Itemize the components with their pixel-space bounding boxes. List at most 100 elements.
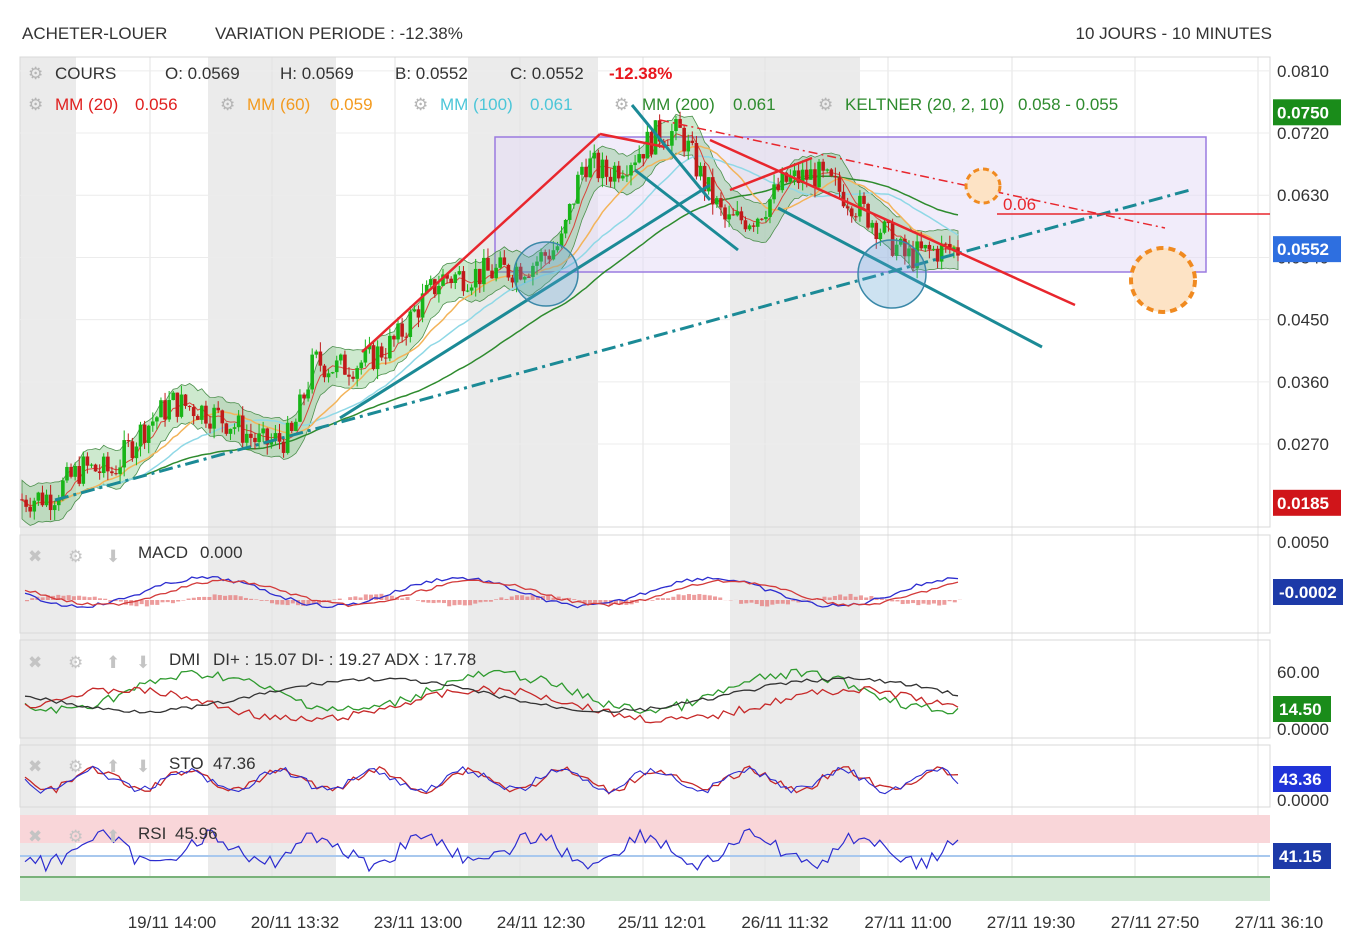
circle-marker-2[interactable] <box>857 239 927 309</box>
candle-body <box>93 464 98 472</box>
legend-cours: COURS <box>55 64 116 83</box>
macd-histogram-bar <box>181 600 186 601</box>
gear-icon[interactable]: ⚙ <box>28 64 43 83</box>
red-trend-2[interactable] <box>599 132 666 149</box>
macd-histogram-bar <box>301 600 306 606</box>
candle-body <box>845 206 850 209</box>
macd-histogram-bar <box>389 595 394 600</box>
rsi-badge-text: 41.15 <box>1279 847 1322 866</box>
gear-icon[interactable]: ⚙ <box>614 95 629 114</box>
candle-body <box>453 274 458 283</box>
macd-histogram-bar <box>160 600 165 603</box>
teal-trend-4[interactable] <box>630 104 712 201</box>
sto-k-line <box>24 765 959 795</box>
macd-histogram-bar <box>144 600 149 607</box>
candle-body <box>253 437 257 443</box>
gear-icon[interactable]: ⚙ <box>220 95 235 114</box>
sto-panel[interactable] <box>19 744 1271 808</box>
gear-icon[interactable]: ⚙ <box>68 653 83 672</box>
macd-histogram-bar <box>191 597 196 600</box>
axis-badges: 0.0750 0.0552 0.0185 -0.0002 14.50 43.36 4… <box>1273 99 1343 869</box>
candle-body <box>106 456 110 472</box>
candle-body <box>874 222 879 240</box>
candle-body <box>551 250 556 260</box>
period-variation: VARIATION PERIODE : -12.38% <box>215 24 463 43</box>
candle-body <box>347 374 351 377</box>
candle-body <box>281 441 286 453</box>
macd-histogram-bar <box>30 598 35 600</box>
candle-body <box>208 423 212 429</box>
macd-histogram-bar <box>504 598 509 600</box>
macd-panel[interactable] <box>19 534 1271 634</box>
teal-trend-1[interactable] <box>339 183 711 420</box>
candle-body <box>486 257 490 271</box>
macd-histogram-bar <box>666 598 671 600</box>
time-range[interactable]: 10 JOURS - 10 MINUTES <box>1075 24 1273 43</box>
candle-body <box>482 257 486 285</box>
candle-body <box>837 177 842 192</box>
drawings[interactable]: 0.06 <box>54 104 1270 502</box>
arrow-up-icon[interactable]: ⬆ <box>106 653 120 672</box>
dmi-value: DI+ : 15.07 DI- : 19.27 ADX : 17.78 <box>213 650 476 669</box>
candle-body <box>625 175 629 177</box>
gear-icon[interactable]: ⚙ <box>818 95 833 114</box>
di-minus-line <box>24 685 959 724</box>
candle-body <box>28 506 32 512</box>
legend-close: C: 0.0552 <box>510 64 584 83</box>
candle-body <box>633 162 637 166</box>
macd-histogram-bar <box>415 600 420 601</box>
candle-body <box>245 433 249 443</box>
dmi-panel[interactable] <box>19 639 1271 739</box>
macd-histogram-bar <box>952 600 957 603</box>
arrow-down-icon[interactable]: ⬇ <box>106 547 120 566</box>
circle-marker-1[interactable] <box>513 241 579 307</box>
red-trend-1[interactable] <box>361 133 601 353</box>
arrow-up-icon[interactable]: ⬆ <box>106 827 120 846</box>
candle-body <box>870 222 874 228</box>
arrow-down-icon[interactable]: ⬇ <box>136 757 150 776</box>
gear-icon[interactable]: ⚙ <box>68 827 83 846</box>
red-trend-4[interactable] <box>729 156 813 192</box>
macd-histogram-bar <box>311 600 316 604</box>
candle-body <box>641 154 646 159</box>
close-icon[interactable]: ✖ <box>28 757 42 776</box>
candle-body <box>56 499 61 506</box>
candle-body <box>576 174 580 204</box>
red-trend-3[interactable] <box>709 138 1076 307</box>
gear-icon[interactable]: ⚙ <box>68 547 83 566</box>
close-icon[interactable]: ✖ <box>28 827 42 846</box>
candle-body <box>522 276 527 280</box>
candle-body <box>547 255 552 260</box>
candle-body <box>674 119 678 132</box>
macd-badge-text: -0.0002 <box>1279 583 1337 602</box>
macd-histogram-bar <box>202 596 207 600</box>
candle-body <box>727 214 731 220</box>
teal-trend-2[interactable] <box>634 168 739 252</box>
orange-target-large[interactable] <box>1129 246 1197 314</box>
close-icon[interactable]: ✖ <box>28 653 42 672</box>
price-panel[interactable] <box>19 56 1271 528</box>
candle-body <box>665 144 670 146</box>
candle-body <box>702 165 707 192</box>
candle-body <box>138 424 143 447</box>
macd-histogram-bar <box>655 597 660 600</box>
time-tick: 24/11 12:30 <box>497 913 586 932</box>
orange-target-small[interactable] <box>964 167 1002 205</box>
support-trendline[interactable] <box>54 188 1191 502</box>
close-icon[interactable]: ✖ <box>28 547 42 566</box>
legend-mm200-label: MM (200) <box>642 95 715 114</box>
legend-keltner-label: KELTNER (20, 2, 10) <box>845 95 1004 114</box>
gear-icon[interactable]: ⚙ <box>68 757 83 776</box>
macd-histogram-bar <box>259 600 264 601</box>
candle-body <box>690 140 695 143</box>
arrow-down-icon[interactable]: ⬇ <box>136 653 150 672</box>
gear-icon[interactable]: ⚙ <box>28 95 43 114</box>
macd-histogram-bar <box>92 596 97 600</box>
arrow-up-icon[interactable]: ⬆ <box>106 757 120 776</box>
teal-trend-3[interactable] <box>777 206 1043 349</box>
macd-histogram-bar <box>572 599 577 600</box>
macd-histogram-bar <box>869 596 874 600</box>
mm100-line <box>21 155 959 507</box>
gear-icon[interactable]: ⚙ <box>413 95 428 114</box>
